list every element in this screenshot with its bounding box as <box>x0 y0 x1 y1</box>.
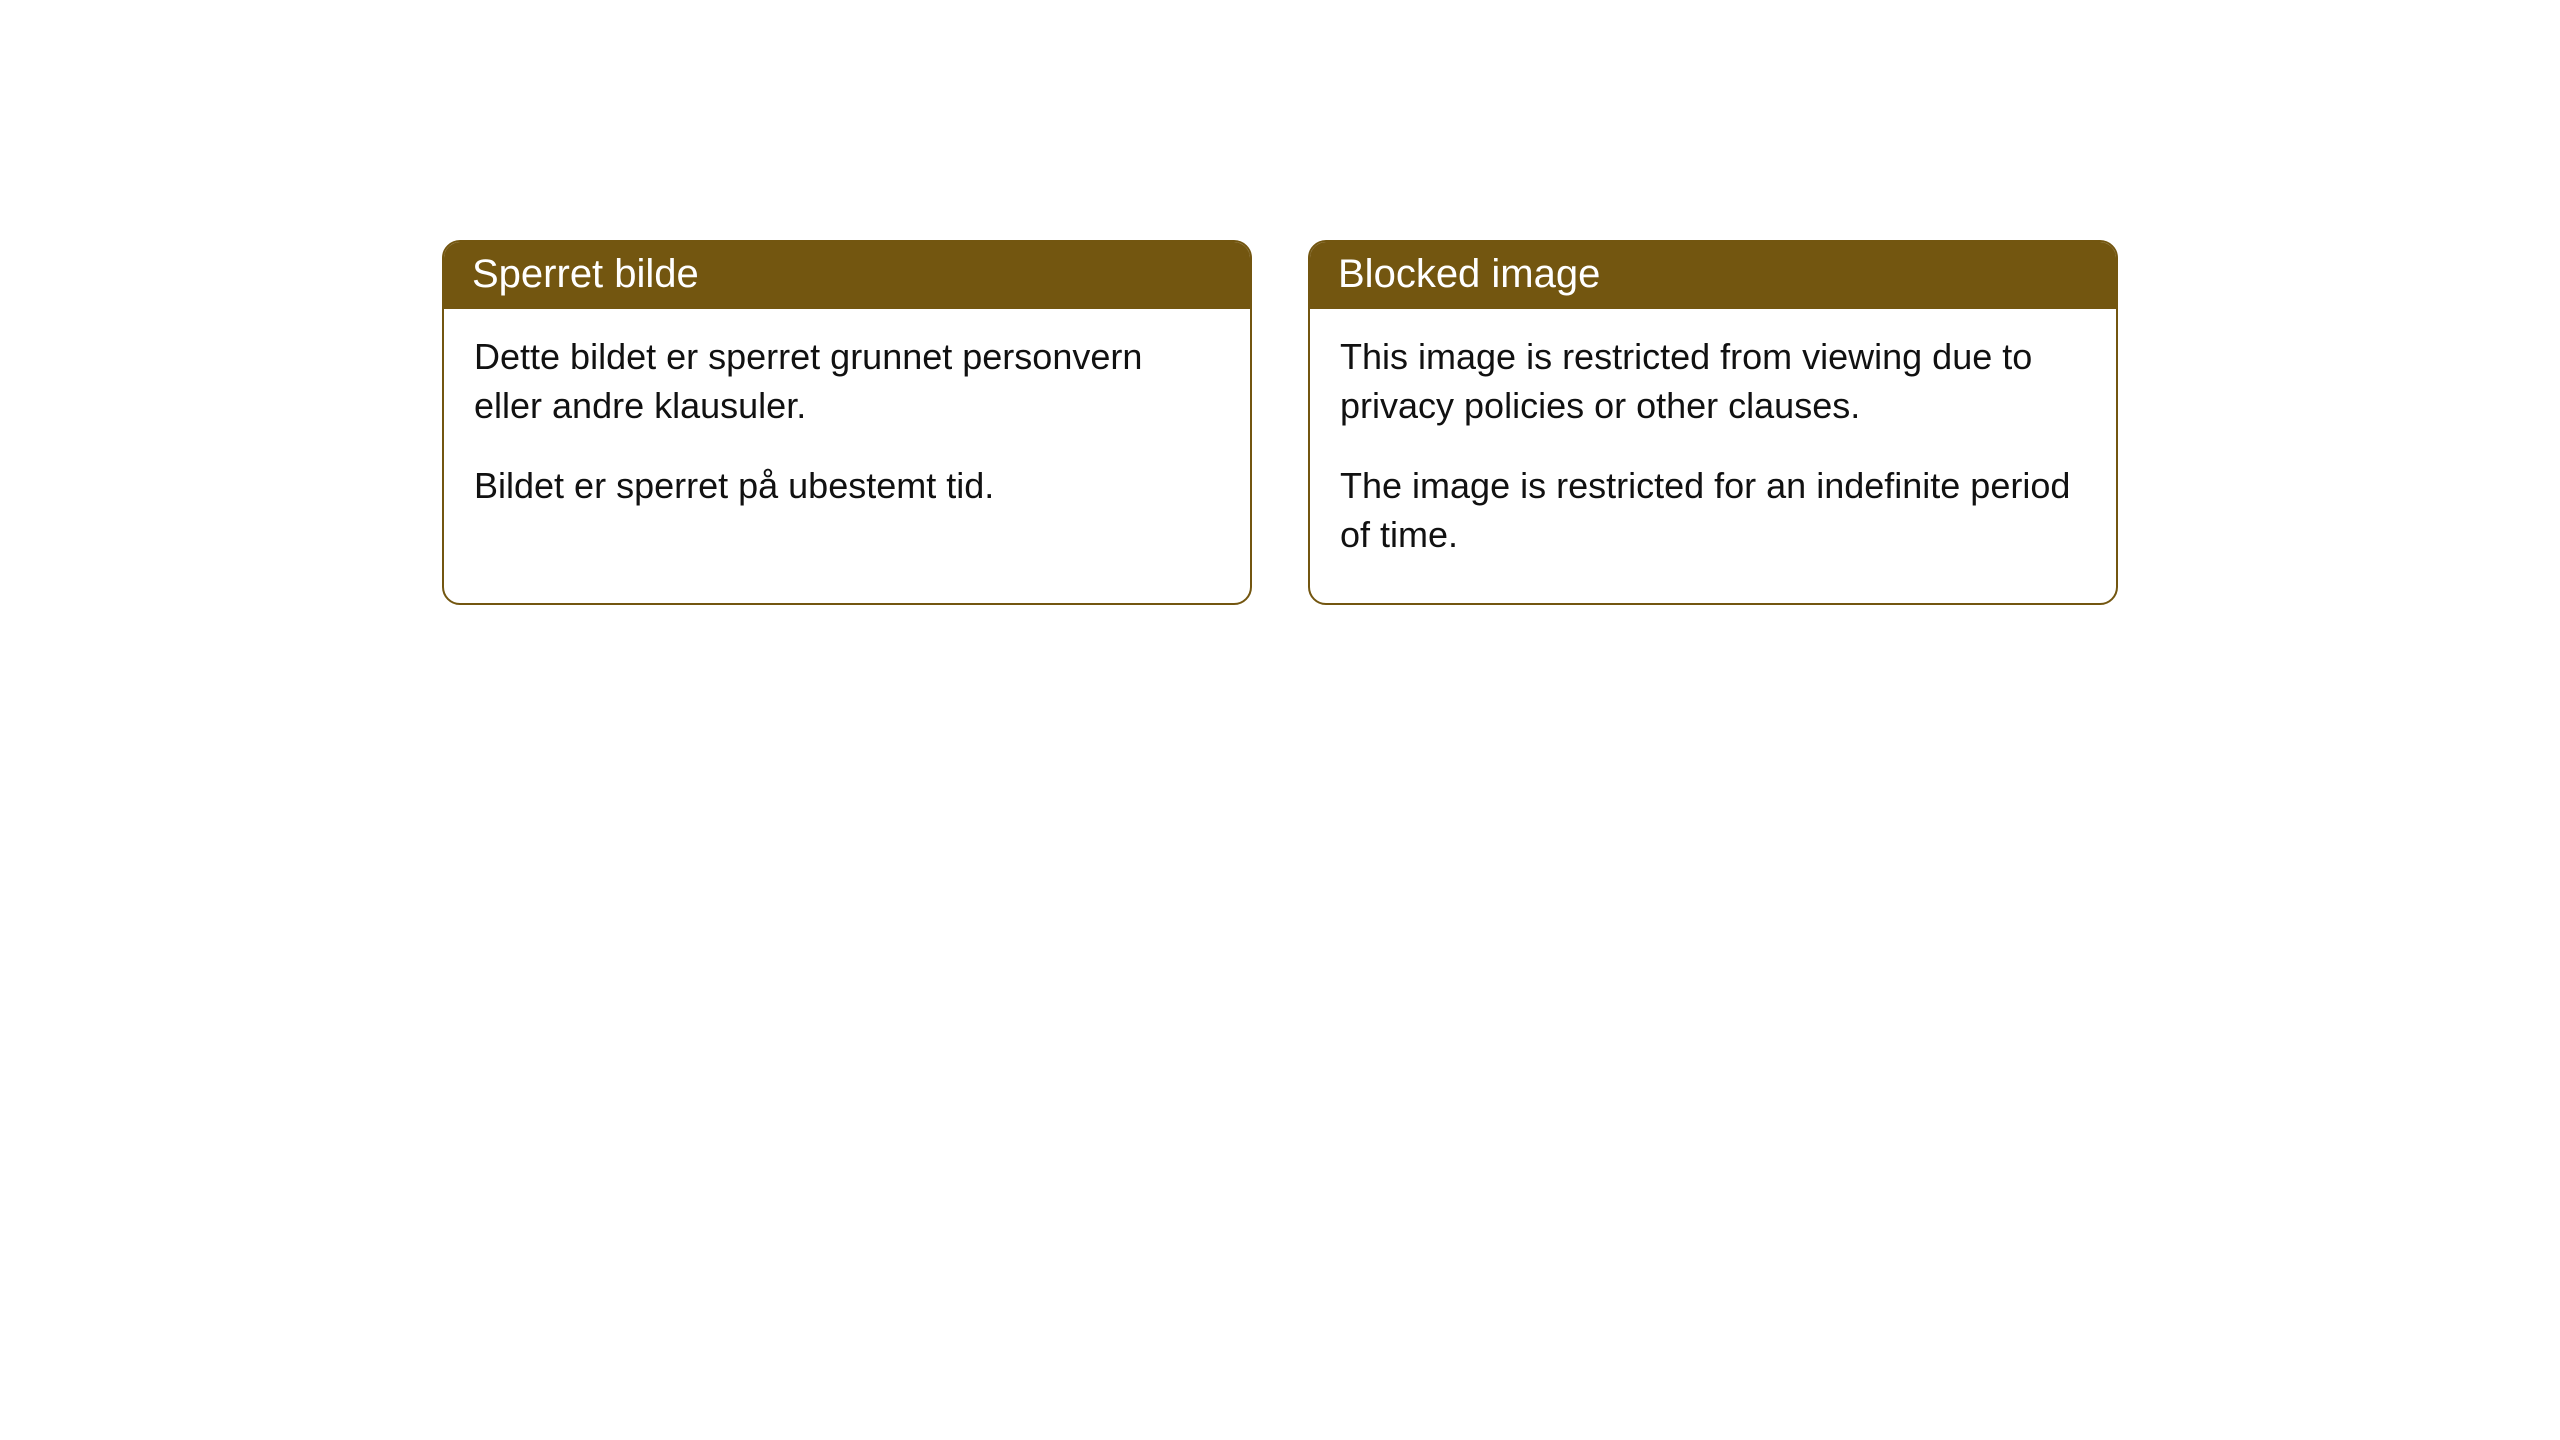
blocked-image-cards: Sperret bilde Dette bildet er sperret gr… <box>0 240 2560 605</box>
card-paragraph-1-no: Dette bildet er sperret grunnet personve… <box>474 333 1220 430</box>
blocked-image-card-en: Blocked image This image is restricted f… <box>1308 240 2118 605</box>
card-header-no: Sperret bilde <box>444 242 1250 309</box>
card-paragraph-2-en: The image is restricted for an indefinit… <box>1340 462 2086 559</box>
card-header-en: Blocked image <box>1310 242 2116 309</box>
card-paragraph-1-en: This image is restricted from viewing du… <box>1340 333 2086 430</box>
card-body-en: This image is restricted from viewing du… <box>1310 309 2116 603</box>
card-body-no: Dette bildet er sperret grunnet personve… <box>444 309 1250 555</box>
card-paragraph-2-no: Bildet er sperret på ubestemt tid. <box>474 462 1220 511</box>
blocked-image-card-no: Sperret bilde Dette bildet er sperret gr… <box>442 240 1252 605</box>
